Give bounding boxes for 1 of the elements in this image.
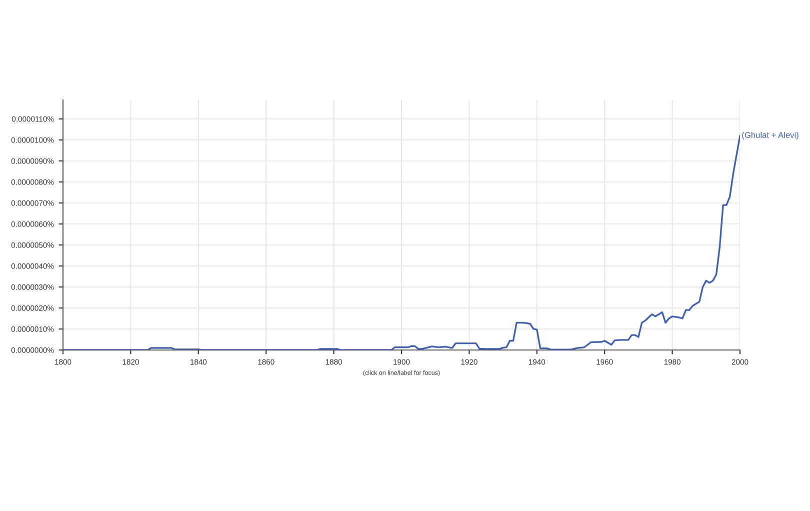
series-label: (Ghulat + Alevi) [742,132,798,140]
